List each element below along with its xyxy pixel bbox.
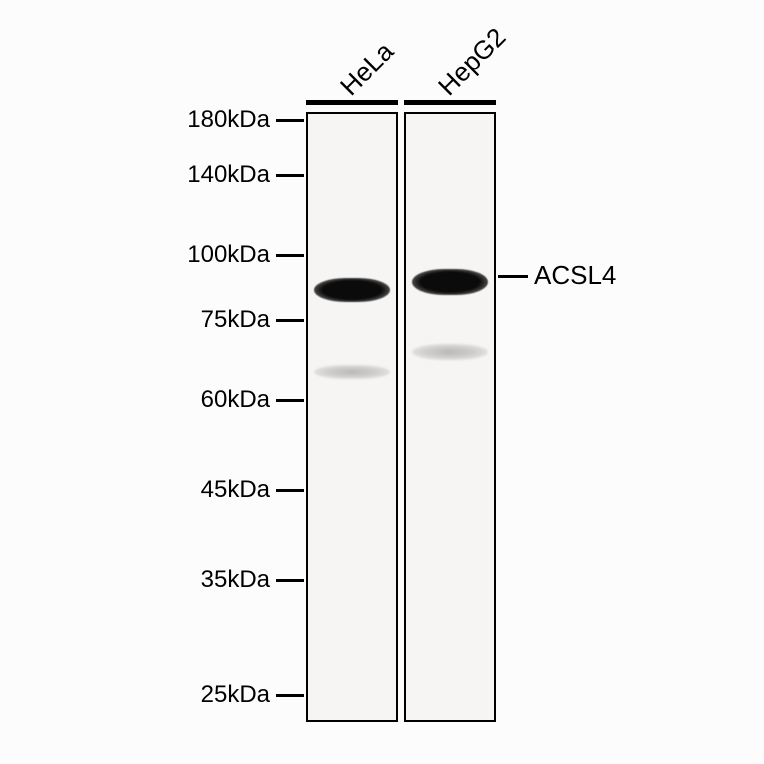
mw-tick — [276, 489, 304, 492]
lane-header-bar — [404, 100, 496, 105]
mw-label: 100kDa — [140, 241, 270, 269]
band — [412, 344, 488, 360]
mw-label: 75kDa — [140, 306, 270, 334]
target-tick — [498, 275, 528, 278]
band — [314, 365, 390, 379]
mw-tick — [276, 399, 304, 402]
target-label: ACSL4 — [534, 260, 616, 291]
mw-tick — [276, 579, 304, 582]
mw-label: 25kDa — [140, 681, 270, 709]
mw-tick — [276, 119, 304, 122]
lane-hela — [306, 112, 398, 722]
mw-tick — [276, 254, 304, 257]
mw-tick — [276, 319, 304, 322]
band — [314, 278, 390, 302]
lane-header-label: HeLa — [334, 36, 400, 102]
lane-hepg2 — [404, 112, 496, 722]
blot-figure: HeLa HepG2 180kDa 140kDa 100kDa 75kDa 60kDa 4… — [0, 0, 764, 764]
mw-label: 45kDa — [140, 476, 270, 504]
mw-label: 35kDa — [140, 566, 270, 594]
mw-label: 140kDa — [140, 161, 270, 189]
band — [412, 269, 488, 295]
mw-label: 180kDa — [140, 106, 270, 134]
lane-header-label: HepG2 — [432, 22, 512, 102]
lane-header-bar — [306, 100, 398, 105]
mw-tick — [276, 174, 304, 177]
mw-label: 60kDa — [140, 386, 270, 414]
mw-tick — [276, 694, 304, 697]
